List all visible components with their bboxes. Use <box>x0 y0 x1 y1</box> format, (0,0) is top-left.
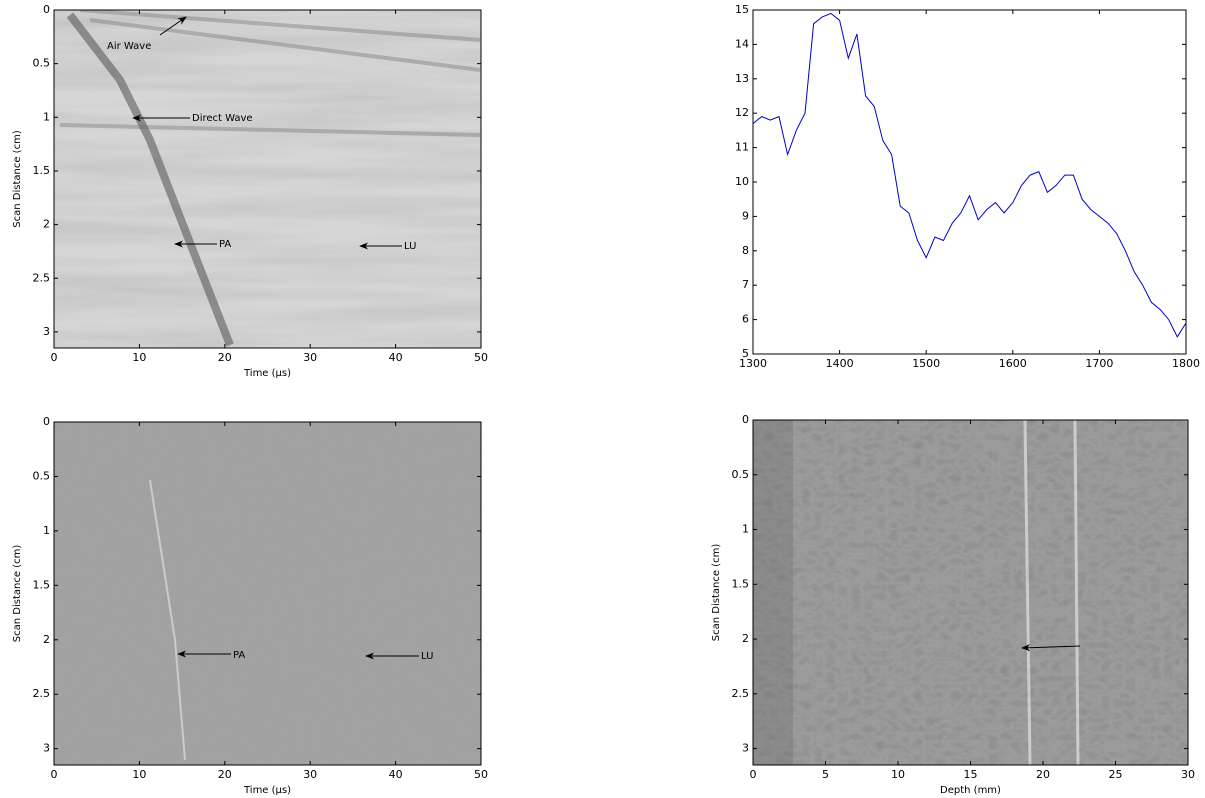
x-tick-label: 5 <box>822 768 829 781</box>
wave-streak <box>753 420 793 765</box>
image-texture <box>54 422 481 765</box>
annotation-arrow <box>1021 644 1081 652</box>
x-tick-label: 50 <box>474 351 488 364</box>
y-tick-label: 0 <box>43 415 50 428</box>
x-tick-label: 40 <box>389 351 403 364</box>
y-tick-label: 1 <box>43 110 50 123</box>
annotation-arrow <box>159 16 187 36</box>
image <box>54 422 481 765</box>
y-tick-label: 14 <box>735 37 749 50</box>
x-tick-label: 1300 <box>739 357 767 370</box>
y-tick-label: 2.5 <box>33 687 51 700</box>
y-tick-label: 8 <box>742 244 749 257</box>
x-tick-label: 1600 <box>999 357 1027 370</box>
axes-frame <box>53 9 482 349</box>
y-tick-label: 0.5 <box>33 57 51 70</box>
y-tick-label: 2.5 <box>732 687 750 700</box>
annotation: PA <box>219 239 231 250</box>
line <box>752 12 1187 338</box>
y-tick-label: 2 <box>742 632 749 645</box>
y-tick-label: 9 <box>742 209 749 222</box>
y-tick-label: 2 <box>43 633 50 646</box>
x-tick-label: 30 <box>303 768 317 781</box>
x-axis-label: Time (μs) <box>243 368 291 379</box>
x-tick-label: 20 <box>218 768 232 781</box>
image-texture <box>54 10 481 348</box>
y-tick-label: 0 <box>742 413 749 426</box>
x-tick-label: 1700 <box>1085 357 1113 370</box>
annotation: PA <box>233 650 245 661</box>
x-tick-label: 30 <box>1181 768 1195 781</box>
x-tick-label: 0 <box>51 768 58 781</box>
y-tick-label: 5 <box>742 347 749 360</box>
wave-streak <box>149 479 186 761</box>
x-tick-label: 1500 <box>912 357 940 370</box>
y-axis-label: Scan Distance (cm) <box>12 545 23 643</box>
x-tick-label: 50 <box>474 768 488 781</box>
y-tick-label: 2.5 <box>33 271 51 284</box>
x-tick-label: 25 <box>1109 768 1123 781</box>
y-axis-label: Scan Distance (cm) <box>711 544 722 642</box>
y-tick-label: 1 <box>742 523 749 536</box>
annotation: Air Wave <box>107 41 151 52</box>
panel: 0 10 20 30 40 50 0 0.5 1 1.5 2 2.5 3 Time (μs) Scan Di… <box>12 415 488 796</box>
x-tick-label: 10 <box>891 768 905 781</box>
y-tick-label: 1.5 <box>33 164 51 177</box>
image <box>753 420 1188 765</box>
y-tick-label: 12 <box>735 106 749 119</box>
x-tick-label: 15 <box>964 768 978 781</box>
x-tick-label: 30 <box>303 351 317 364</box>
wave-streak <box>1023 420 1080 765</box>
x-tick-label: 1800 <box>1172 357 1200 370</box>
y-tick-label: 11 <box>735 141 749 154</box>
annotation: Direct Wave <box>192 113 253 124</box>
y-tick-label: 1.5 <box>33 578 51 591</box>
x-tick-label: 20 <box>1036 768 1050 781</box>
y-tick-label: 15 <box>735 3 749 16</box>
x-axis-label: Time (μs) <box>243 785 291 796</box>
y-tick-label: 0.5 <box>33 469 51 482</box>
y-tick-label: 1 <box>43 524 50 537</box>
x-tick-label: 0 <box>51 351 58 364</box>
panel: 1300 1400 1500 1600 1700 1800 5 6 7 8 9 10 11 12 13 14 1… <box>735 3 1200 370</box>
annotation: LU <box>404 241 416 252</box>
x-axis-label: Depth (mm) <box>940 785 1001 796</box>
y-tick-label: 3 <box>43 742 50 755</box>
wave-streak <box>59 10 481 137</box>
y-tick-label: 0 <box>43 3 50 16</box>
y-tick-label: 3 <box>742 742 749 755</box>
x-tick-label: 0 <box>750 768 757 781</box>
y-tick-label: 3 <box>43 325 50 338</box>
panel: 0 10 20 30 40 50 0 0.5 1 1.5 2 2.5 3 Time (μs) Scan Di… <box>12 3 488 379</box>
x-tick-label: 1400 <box>826 357 854 370</box>
x-tick-label: 10 <box>132 768 146 781</box>
y-tick-label: 7 <box>742 278 749 291</box>
image-texture <box>753 420 1188 765</box>
y-tick-label: 1.5 <box>732 577 750 590</box>
y-tick-label: 6 <box>742 313 749 326</box>
panel: 0 5 10 15 20 25 30 0 0.5 1 1.5 2 2.5 3 Depth (mm) Scan … <box>711 413 1195 796</box>
y-axis-label: Scan Distance (cm) <box>12 130 23 228</box>
y-tick-label: 0.5 <box>732 468 750 481</box>
x-tick-label: 40 <box>389 768 403 781</box>
x-tick-label: 10 <box>132 351 146 364</box>
annotation: LU <box>421 651 433 662</box>
wave-streak <box>66 12 234 347</box>
x-tick-label: 20 <box>218 351 232 364</box>
y-tick-label: 2 <box>43 218 50 231</box>
image <box>54 10 481 348</box>
axes-frame <box>53 421 482 766</box>
y-tick-label: 13 <box>735 72 749 85</box>
axes-frame <box>752 9 1187 355</box>
y-tick-label: 10 <box>735 175 749 188</box>
